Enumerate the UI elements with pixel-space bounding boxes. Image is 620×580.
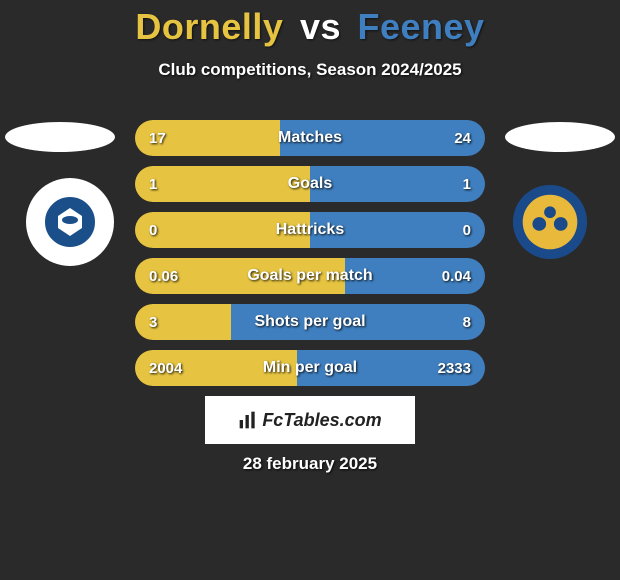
date-label: 28 february 2025 — [0, 454, 620, 474]
stat-value-left: 3 — [149, 304, 157, 340]
comparison-title: Dornelly vs Feeney — [0, 0, 620, 48]
stat-label: Goals per match — [135, 258, 485, 294]
stat-row: Hattricks0 0 — [135, 212, 485, 248]
stat-value-left: 2004 — [149, 350, 182, 386]
stat-row: Goals1 1 — [135, 166, 485, 202]
stat-value-left: 17 — [149, 120, 166, 156]
branding-text: FcTables.com — [262, 410, 381, 431]
stat-value-right: 2333 — [438, 350, 471, 386]
vs-label: vs — [300, 6, 341, 47]
player2-club-badge — [506, 178, 594, 266]
stat-row: Min per goal2004 2333 — [135, 350, 485, 386]
player2-photo-placeholder — [505, 122, 615, 152]
stat-value-right: 0.04 — [442, 258, 471, 294]
player2-name: Feeney — [358, 6, 485, 47]
stat-label: Goals — [135, 166, 485, 202]
stat-row: Shots per goal3 8 — [135, 304, 485, 340]
stat-label: Hattricks — [135, 212, 485, 248]
stat-label: Shots per goal — [135, 304, 485, 340]
stat-value-right: 0 — [463, 212, 471, 248]
subtitle: Club competitions, Season 2024/2025 — [0, 60, 620, 80]
stat-label: Matches — [135, 120, 485, 156]
player1-club-badge — [26, 178, 114, 266]
player1-photo-placeholder — [5, 122, 115, 152]
stat-label: Min per goal — [135, 350, 485, 386]
stat-value-left: 0 — [149, 212, 157, 248]
stat-value-right: 1 — [463, 166, 471, 202]
chart-icon — [238, 410, 258, 430]
club-crest-icon — [42, 194, 98, 250]
stat-row: Matches17 24 — [135, 120, 485, 156]
stats-container: Matches17 24 Goals1 1 Hattricks0 0 Goals per m… — [135, 120, 485, 396]
stat-value-left: 1 — [149, 166, 157, 202]
stat-value-right: 24 — [454, 120, 471, 156]
stat-value-right: 8 — [463, 304, 471, 340]
stat-value-left: 0.06 — [149, 258, 178, 294]
player1-name: Dornelly — [135, 6, 283, 47]
stat-row: Goals per match0.06 0.04 — [135, 258, 485, 294]
club-crest-icon — [511, 182, 589, 262]
branding-badge: FcTables.com — [205, 396, 415, 444]
